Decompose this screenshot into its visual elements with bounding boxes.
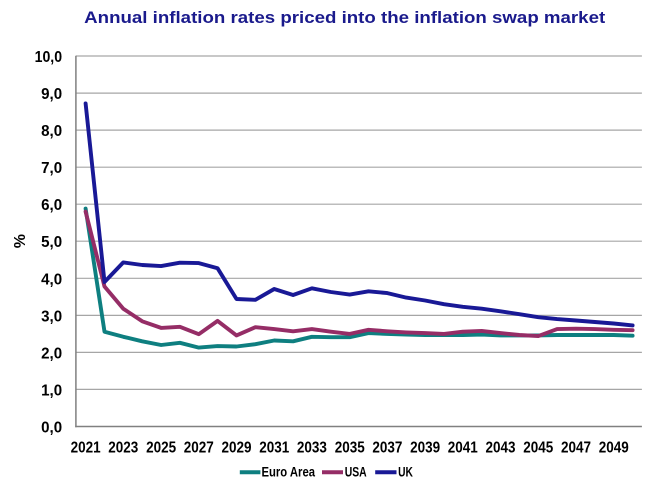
- svg-text:2047: 2047: [561, 439, 591, 456]
- svg-text:2,0: 2,0: [41, 345, 62, 362]
- svg-text:2037: 2037: [372, 439, 402, 456]
- svg-text:0,0: 0,0: [41, 420, 62, 437]
- svg-text:2029: 2029: [222, 439, 252, 456]
- svg-text:2023: 2023: [108, 439, 138, 456]
- svg-text:1,0: 1,0: [41, 382, 62, 399]
- svg-text:2021: 2021: [71, 439, 101, 456]
- svg-text:4,0: 4,0: [41, 271, 62, 288]
- svg-text:2043: 2043: [486, 439, 516, 456]
- svg-text:5,0: 5,0: [41, 234, 62, 251]
- svg-text:2031: 2031: [259, 439, 289, 456]
- svg-text:2035: 2035: [335, 439, 365, 456]
- svg-text:6,0: 6,0: [41, 197, 62, 214]
- svg-text:2045: 2045: [523, 439, 553, 456]
- svg-text:%: %: [12, 234, 29, 248]
- svg-text:2025: 2025: [146, 439, 176, 456]
- svg-text:Annual inflation rates priced: Annual inflation rates priced into the i…: [84, 9, 606, 27]
- svg-text:2041: 2041: [448, 439, 478, 456]
- svg-text:3,0: 3,0: [41, 308, 62, 325]
- svg-text:USA: USA: [345, 465, 367, 480]
- svg-text:8,0: 8,0: [41, 123, 62, 140]
- svg-text:10,0: 10,0: [35, 49, 63, 66]
- svg-text:7,0: 7,0: [41, 160, 62, 177]
- svg-text:2033: 2033: [297, 439, 327, 456]
- svg-text:9,0: 9,0: [41, 86, 62, 103]
- svg-text:UK: UK: [398, 465, 413, 480]
- svg-text:2039: 2039: [410, 439, 440, 456]
- svg-text:2049: 2049: [599, 439, 629, 456]
- svg-text:2027: 2027: [184, 439, 214, 456]
- svg-text:Euro Area: Euro Area: [262, 465, 316, 480]
